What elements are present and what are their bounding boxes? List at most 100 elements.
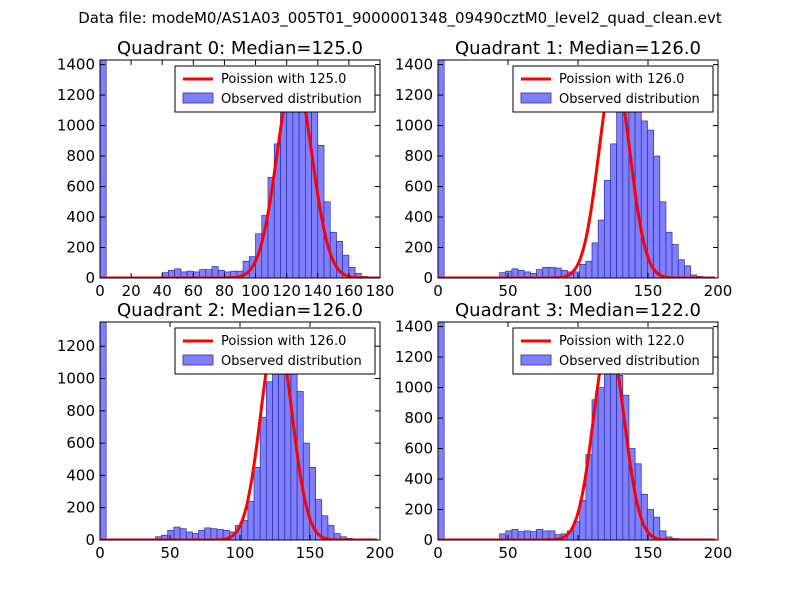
histogram-bar xyxy=(659,201,667,278)
histogram-bar xyxy=(204,527,212,540)
y-tick-label: 1400 xyxy=(395,56,433,74)
histogram-bar xyxy=(616,102,624,278)
histogram-bars xyxy=(438,322,679,540)
y-tick-label: 0 xyxy=(85,531,95,549)
x-tick-label: 80 xyxy=(215,282,234,300)
legend: Poission with 126.0 Observed distribution xyxy=(512,65,714,113)
x-tick-label: 100 xyxy=(564,282,593,300)
legend-fit-label: Poission with 122.0 xyxy=(559,334,684,349)
histogram-bar xyxy=(265,381,273,540)
legend-hist-swatch xyxy=(182,92,214,104)
panel-title: Quadrant 1: Median=126.0 xyxy=(455,38,701,59)
y-tick-label: 1000 xyxy=(57,117,95,135)
histogram-bars xyxy=(438,60,704,278)
y-tick-label: 1400 xyxy=(395,318,433,336)
histogram-bar xyxy=(542,266,550,278)
histogram-bar xyxy=(573,271,581,278)
histogram-bar xyxy=(536,528,544,540)
y-tick-label: 1200 xyxy=(57,337,95,355)
histogram-bar xyxy=(100,60,107,278)
y-tick-label: 1400 xyxy=(57,56,95,74)
legend-box xyxy=(512,65,714,113)
legend-hist-label: Observed distribution xyxy=(221,92,362,107)
y-tick-label: 0 xyxy=(85,269,95,287)
x-tick-label: 50 xyxy=(498,544,517,562)
histogram-bar xyxy=(610,143,617,278)
histogram-bar xyxy=(100,322,107,540)
histogram-bar xyxy=(659,530,667,540)
y-tick-label: 400 xyxy=(404,208,433,226)
histogram-bar xyxy=(259,416,267,540)
x-tick-label: 180 xyxy=(366,282,395,300)
histogram-bar xyxy=(511,528,519,540)
histogram-bar xyxy=(247,500,255,540)
x-tick-label: 100 xyxy=(226,544,255,562)
legend-fit-label: Poission with 125.0 xyxy=(221,72,346,87)
x-tick-label: 0 xyxy=(433,544,443,562)
y-tick-label: 1000 xyxy=(57,370,95,388)
y-tick-label: 800 xyxy=(404,147,433,165)
legend-hist-label: Observed distribution xyxy=(559,92,700,107)
y-tick-label: 800 xyxy=(66,147,95,165)
histogram-bar xyxy=(210,528,218,540)
histogram-bar xyxy=(179,528,187,540)
x-tick-label: 200 xyxy=(366,544,395,562)
x-tick-label: 200 xyxy=(704,282,733,300)
legend-hist-swatch xyxy=(182,354,214,366)
histogram-bar xyxy=(603,180,611,278)
x-tick-label: 60 xyxy=(184,282,203,300)
legend-fit-label: Poission with 126.0 xyxy=(559,72,684,87)
x-tick-label: 200 xyxy=(704,544,733,562)
y-tick-label: 400 xyxy=(66,466,95,484)
y-tick-label: 200 xyxy=(66,239,95,257)
histogram-bar xyxy=(665,231,673,278)
x-tick-label: 150 xyxy=(296,544,325,562)
histogram-bar xyxy=(684,265,691,278)
y-tick-label: 400 xyxy=(404,470,433,488)
legend-hist-swatch xyxy=(520,92,552,104)
legend: Poission with 125.0 Observed distribution xyxy=(174,65,376,113)
figure-suptitle: Data file: modeM0/AS1A03_005T01_90000013… xyxy=(78,9,722,28)
panel-quadrant-2: Quadrant 2: Median=126.0 0 50 100 150 200 0 200… xyxy=(57,300,395,562)
axes-frame xyxy=(99,59,381,279)
y-tick-label: 1200 xyxy=(395,348,433,366)
histogram-bar xyxy=(438,60,445,278)
histogram-bar xyxy=(327,525,335,540)
legend-hist-swatch xyxy=(520,354,552,366)
x-tick-label: 160 xyxy=(335,282,364,300)
x-tick-label: 150 xyxy=(634,544,663,562)
legend-hist-label: Observed distribution xyxy=(221,354,362,369)
panel-quadrant-0: Quadrant 0: Median=125.00 20 40 60 80 100 120 1… xyxy=(57,38,395,300)
histogram-bar xyxy=(253,466,261,540)
x-tick-label: 0 xyxy=(433,282,443,300)
histogram-bar xyxy=(677,259,685,278)
y-tick-label: 1200 xyxy=(395,86,433,104)
panel-title: Quadrant 3: Median=122.0 xyxy=(455,300,701,321)
y-tick-label: 200 xyxy=(404,239,433,257)
legend: Poission with 122.0 Observed distribution xyxy=(512,327,714,375)
histogram-bar xyxy=(597,387,605,540)
legend: Poission with 126.0 Observed distribution xyxy=(174,327,376,375)
y-tick-label: 600 xyxy=(66,178,95,196)
histogram-bar xyxy=(603,352,611,540)
y-tick-label: 400 xyxy=(66,208,95,226)
legend-box xyxy=(174,327,376,375)
histogram-bar xyxy=(342,254,350,278)
legend-fit-label: Poission with 126.0 xyxy=(221,334,346,349)
y-tick-label: 600 xyxy=(404,440,433,458)
x-tick-label: 50 xyxy=(160,544,179,562)
y-tick-label: 0 xyxy=(423,531,433,549)
poisson-fit-line xyxy=(100,72,380,278)
y-tick-label: 1200 xyxy=(57,86,95,104)
x-tick-label: 150 xyxy=(634,282,663,300)
y-tick-label: 800 xyxy=(404,409,433,427)
histogram-bar xyxy=(579,263,587,278)
histogram-bar xyxy=(354,273,362,278)
panel-quadrant-3: Quadrant 3: Median=122.0 0 50 100 150 200 0 200… xyxy=(395,300,733,562)
histogram-bar xyxy=(211,266,219,278)
legend-box xyxy=(174,65,376,113)
x-tick-label: 50 xyxy=(498,282,517,300)
histogram-bar xyxy=(348,266,356,278)
histogram-bar xyxy=(438,322,445,540)
